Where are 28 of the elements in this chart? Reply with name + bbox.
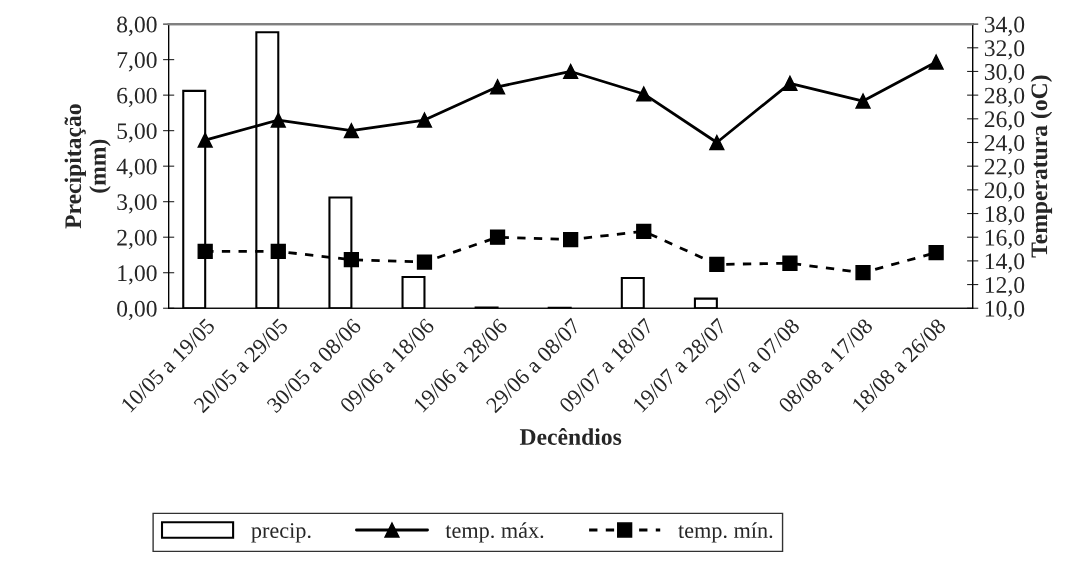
y2-tick-label: 24,0 — [984, 134, 1025, 155]
y-tick-label: 3,00 — [117, 194, 157, 214]
y2-axis-title: Temperatura (oC) — [1030, 75, 1053, 258]
y2-tick-label: 20,0 — [984, 182, 1025, 202]
y-tick-label: 4,00 — [116, 158, 157, 178]
y-tick-label: 0,00 — [117, 300, 157, 321]
y-tick-label: 2,00 — [117, 229, 157, 250]
legend-label: precip. — [251, 523, 311, 543]
y2-tick-label: 32,0 — [984, 40, 1025, 60]
y2-tick-label: 10,0 — [985, 300, 1025, 321]
y-tick-label: 8,00 — [117, 16, 157, 36]
x-axis-title: Decêndios — [519, 428, 622, 445]
y-tick-label: 6,00 — [117, 87, 157, 107]
y2-tick-label: 16,0 — [985, 229, 1025, 250]
y2-tick-label: 14,0 — [985, 253, 1025, 273]
y2-tick-label: 30,0 — [984, 63, 1025, 84]
legend-label: temp. máx. — [445, 522, 544, 543]
y2-tick-label: 12,0 — [985, 277, 1025, 297]
y2-tick-label: 22,0 — [984, 158, 1025, 178]
legend-label: temp. mín. — [678, 522, 773, 543]
y-tick-label: 7,00 — [117, 52, 157, 72]
y-axis-title: Precipitação (mm) — [64, 104, 111, 229]
y2-tick-label: 28,0 — [984, 87, 1025, 107]
y2-tick-label: 26,0 — [984, 111, 1025, 131]
y-tick-label: 1,00 — [118, 265, 157, 285]
y2-tick-label: 34,0 — [984, 16, 1025, 36]
y2-tick-label: 18,0 — [985, 206, 1025, 226]
y-tick-label: 5,00 — [117, 123, 157, 143]
